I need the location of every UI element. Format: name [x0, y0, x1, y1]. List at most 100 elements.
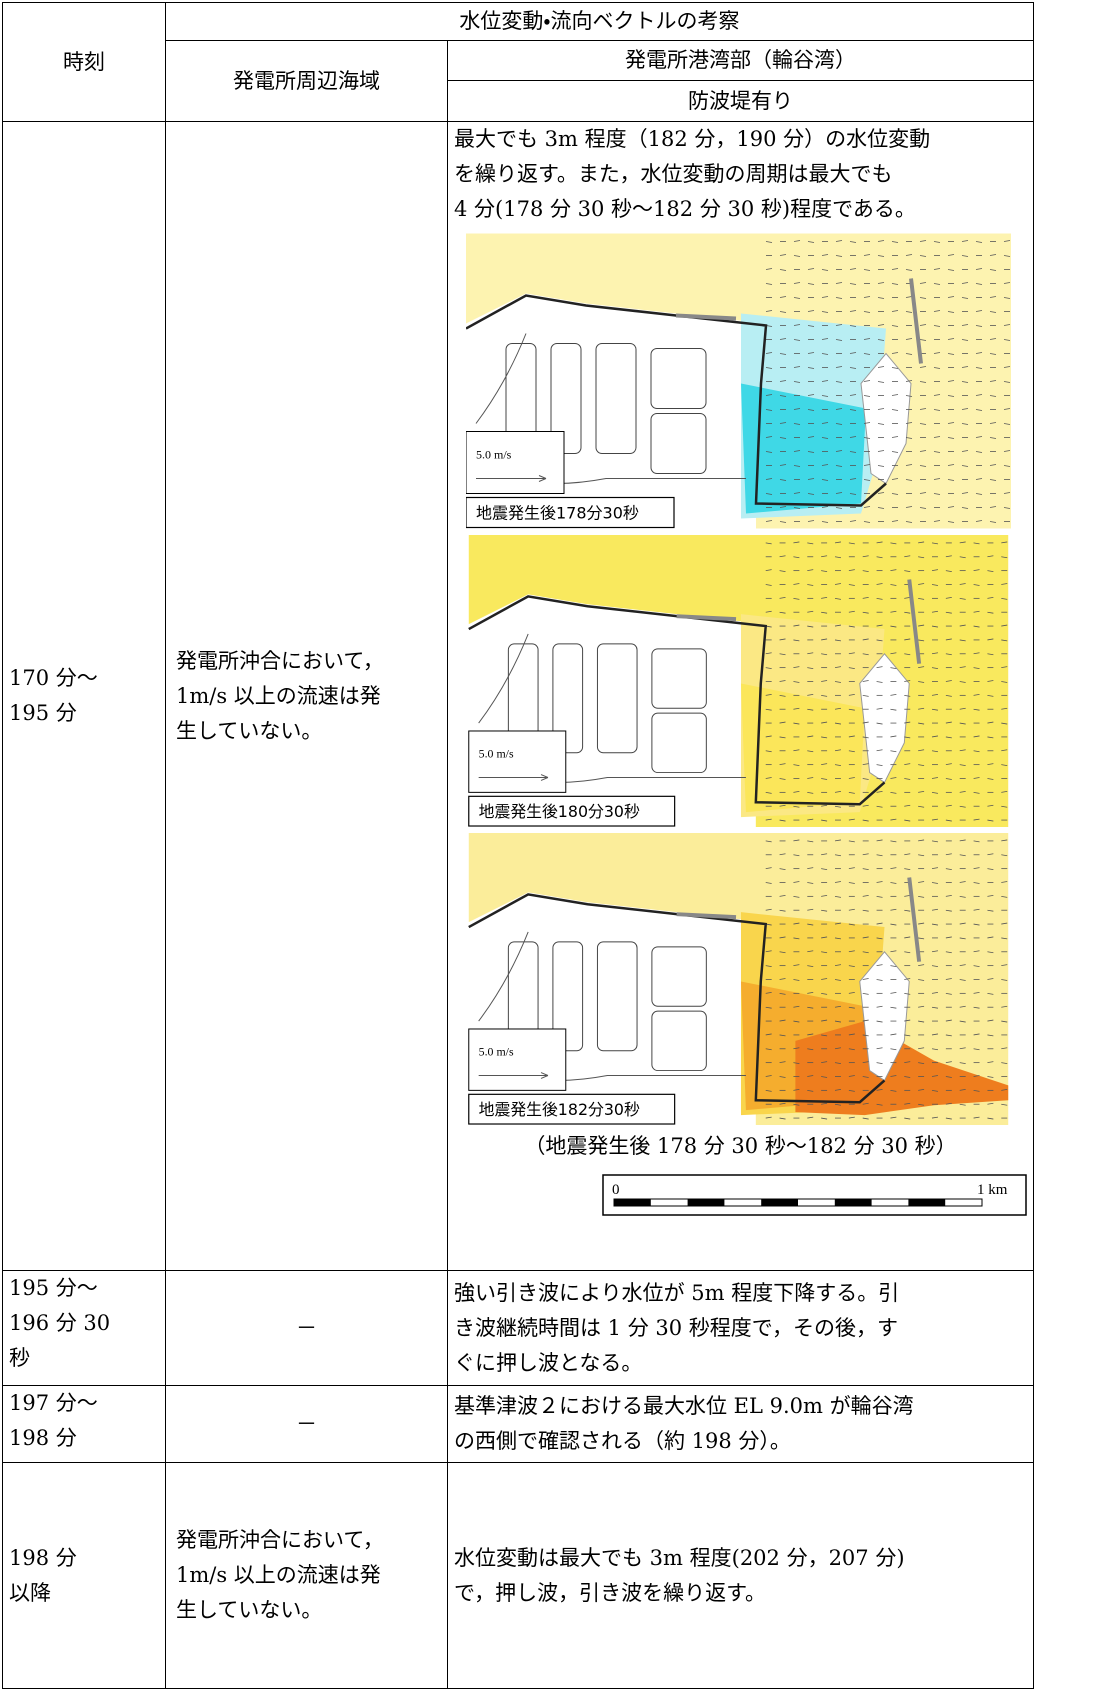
flow-vector — [959, 556, 966, 559]
flow-vector — [890, 840, 897, 843]
flow-vector — [933, 409, 941, 411]
flow-vector — [973, 1089, 980, 1092]
flow-vector — [904, 596, 911, 599]
flow-vector — [834, 881, 842, 883]
flow-vector — [890, 818, 897, 821]
text-line: 秒 — [9, 1346, 30, 1370]
flow-vector — [987, 1034, 994, 1037]
flow-vector — [849, 520, 857, 522]
flow-vector — [1001, 639, 1008, 642]
legend-box — [466, 431, 565, 494]
flow-vector — [987, 638, 994, 641]
flow-vector — [904, 1061, 911, 1064]
flow-vector — [807, 325, 815, 327]
flow-vector — [1001, 764, 1008, 767]
flow-vector — [918, 1088, 925, 1091]
flow-vector — [973, 693, 980, 696]
flow-vector — [779, 936, 786, 939]
flow-vector — [945, 978, 952, 980]
flow-vector — [919, 408, 927, 410]
flow-vector — [834, 749, 842, 752]
flow-vector — [918, 1103, 925, 1106]
flow-vector — [876, 1088, 883, 1091]
flow-vector — [779, 992, 786, 995]
flow-vector — [918, 881, 925, 883]
flow-vector — [1001, 790, 1008, 793]
flow-vector — [904, 570, 911, 573]
plant-block — [651, 712, 707, 774]
flow-vector — [862, 638, 869, 641]
flow-vector — [821, 479, 829, 481]
flow-vector — [877, 339, 885, 341]
flow-vector — [1003, 339, 1011, 341]
flow-vector — [959, 1047, 966, 1050]
flow-vector — [945, 853, 952, 856]
flow-vector — [821, 506, 829, 508]
flow-vector — [848, 625, 855, 628]
flow-vector — [945, 653, 952, 656]
flow-vector — [973, 882, 980, 884]
flow-vector — [862, 1061, 869, 1064]
flow-vector — [821, 422, 829, 424]
flow-vector — [945, 936, 952, 939]
flow-vector — [807, 542, 814, 545]
flow-vector — [959, 964, 966, 967]
flow-vector — [961, 282, 969, 284]
flow-vector — [807, 1033, 814, 1036]
flow-vector — [862, 611, 869, 614]
flow-vector — [918, 1062, 925, 1065]
flow-vector — [973, 840, 980, 843]
flow-vector — [904, 909, 911, 912]
flow-vector — [765, 667, 772, 670]
flow-vector — [959, 1088, 966, 1091]
flow-vector — [1001, 1047, 1008, 1050]
flow-vector — [834, 805, 842, 808]
map-caption: 地震発生後180分30秒 — [479, 802, 640, 821]
flow-vector — [933, 493, 941, 495]
flow-vector — [863, 479, 871, 481]
flow-vector — [834, 937, 842, 940]
flow-vector — [835, 324, 843, 326]
flow-vector — [821, 353, 829, 355]
flow-vector — [779, 638, 786, 641]
flow-vector — [945, 951, 952, 954]
header-cell: 防波堤有り — [447, 80, 1034, 122]
flow-vector — [1003, 465, 1011, 467]
flow-vector — [793, 583, 800, 585]
flow-vector — [877, 381, 885, 383]
flow-vector — [989, 380, 997, 382]
flow-vector — [973, 908, 980, 911]
header-harbor: 発電所港湾部（輪谷湾） — [625, 48, 856, 72]
flow-vector — [765, 950, 772, 953]
flow-vector — [876, 722, 883, 725]
flow-vector — [807, 352, 815, 354]
flow-vector — [973, 625, 980, 628]
flow-vector — [947, 269, 955, 271]
flow-vector — [849, 436, 857, 438]
flow-vector — [807, 867, 814, 870]
flow-vector — [931, 625, 939, 628]
flow-vector — [793, 450, 801, 452]
flow-vector — [821, 638, 828, 641]
flow-vector — [876, 805, 883, 808]
flow-vector — [959, 937, 966, 940]
flow-vector — [849, 478, 857, 480]
flow-vector — [821, 1019, 828, 1022]
flow-vector — [821, 721, 828, 724]
flow-vector — [807, 610, 814, 613]
flow-vector — [877, 423, 885, 425]
flow-vector — [863, 338, 871, 340]
flow-vector — [933, 394, 941, 396]
flow-vector — [959, 707, 966, 710]
text-line: 195 分 — [9, 701, 77, 725]
flow-vector — [987, 804, 994, 807]
flow-vector — [793, 423, 801, 425]
flow-vector — [905, 269, 913, 271]
flow-vector — [931, 791, 939, 794]
flow-vector — [765, 394, 773, 396]
flow-vector — [918, 1020, 925, 1023]
flow-vector — [834, 624, 842, 627]
flow-vector — [945, 680, 952, 682]
flow-vector — [989, 254, 997, 256]
flow-vector — [765, 478, 773, 480]
